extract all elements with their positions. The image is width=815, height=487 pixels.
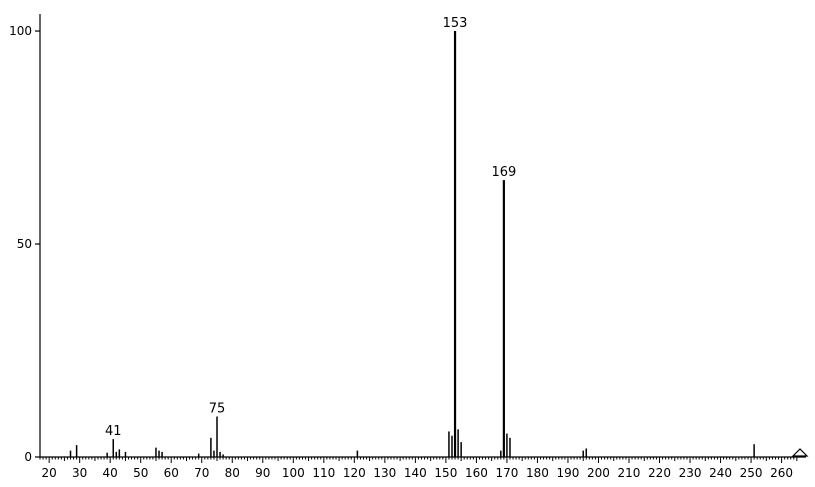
x-tick-label: 230	[679, 466, 702, 480]
peaks	[69, 31, 755, 457]
x-tick-label: 150	[434, 466, 457, 480]
y-tick-label: 50	[17, 237, 32, 251]
x-tick-label: 40	[103, 466, 118, 480]
x-tick-label: 170	[495, 466, 518, 480]
x-tick-label: 260	[770, 466, 793, 480]
axis-end-marker	[791, 448, 809, 457]
axis-end-triangle-icon	[791, 448, 809, 457]
x-tick-label: 70	[194, 466, 209, 480]
axes: 20 30 40 50 60 70 80 90 100 110 120 130 140 150 160 170…	[9, 14, 806, 480]
x-tick-label: 110	[312, 466, 335, 480]
y-tick-label: 0	[24, 450, 32, 464]
peak-label: 41	[105, 424, 122, 439]
x-tick-label: 190	[557, 466, 580, 480]
x-tick-label: 160	[465, 466, 488, 480]
peak-label: 153	[443, 16, 468, 31]
x-tick-label: 100	[282, 466, 305, 480]
x-tick-label: 210	[618, 466, 641, 480]
x-tick-label: 220	[648, 466, 671, 480]
x-tick-label: 240	[709, 466, 732, 480]
x-tick-label: 120	[343, 466, 366, 480]
labels: 41 75 153 169	[105, 16, 516, 439]
x-tick-label: 20	[42, 466, 57, 480]
x-tick-label: 140	[404, 466, 427, 480]
x-tick-label: 200	[587, 466, 610, 480]
x-tick-label: 80	[225, 466, 240, 480]
x-tick-label: 50	[133, 466, 148, 480]
x-tick-label: 90	[255, 466, 270, 480]
x-tick-label: 250	[740, 466, 763, 480]
x-tick-label: 30	[72, 466, 87, 480]
peak-label: 169	[491, 165, 516, 180]
x-tick-label: 130	[373, 466, 396, 480]
y-tick-label: 100	[9, 24, 32, 38]
x-tick-label: 180	[526, 466, 549, 480]
peak-label: 75	[209, 402, 226, 417]
x-tick-label: 60	[164, 466, 179, 480]
